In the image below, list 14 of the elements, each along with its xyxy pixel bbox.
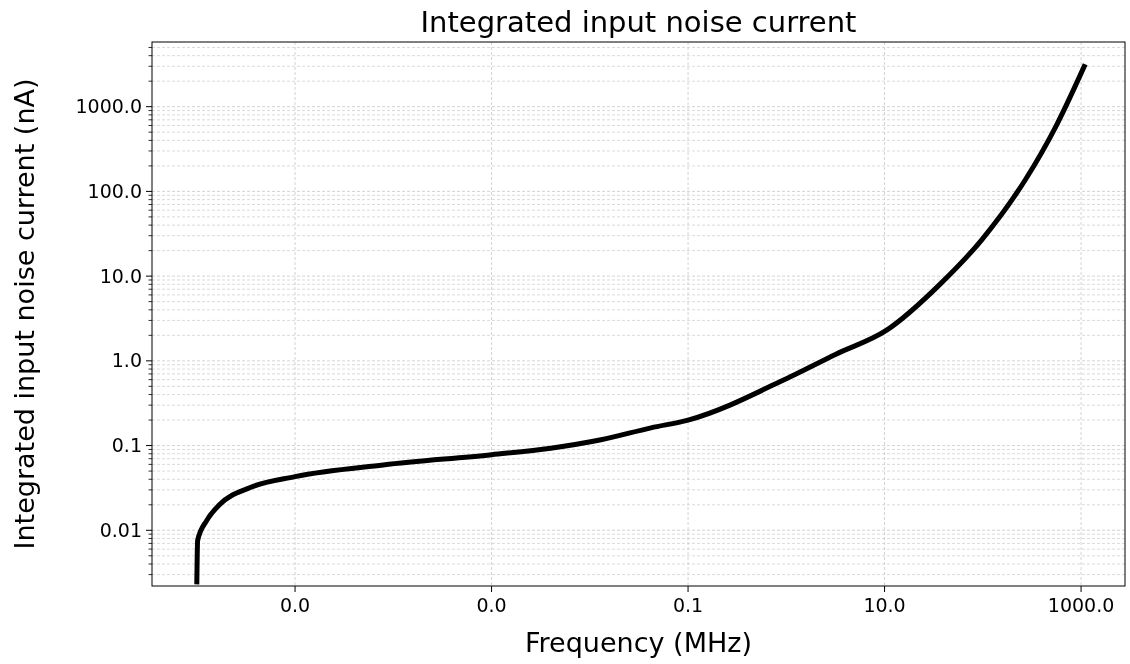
x-tick-label: 0.1 [672,594,704,616]
chart-title: Integrated input noise current [420,5,857,39]
x-tick-label: 10.0 [863,594,906,616]
y-tick-label: 1000.0 [75,95,142,118]
y-tick-label: 10.0 [99,264,142,287]
x-axis-title: Frequency (MHz) [525,627,752,658]
y-tick-label: 1.0 [111,349,142,372]
y-tick-label: 100.0 [87,180,142,203]
y-tick-label: 0.1 [111,434,142,457]
x-tick-label: 1000.0 [1047,594,1115,616]
x-tick-label: 0.0 [476,594,507,616]
y-axis-title: Integrated input noise current (nA) [9,78,40,550]
y-tick-label: 0.01 [99,518,142,541]
x-tick-label: 0.0 [279,594,311,616]
